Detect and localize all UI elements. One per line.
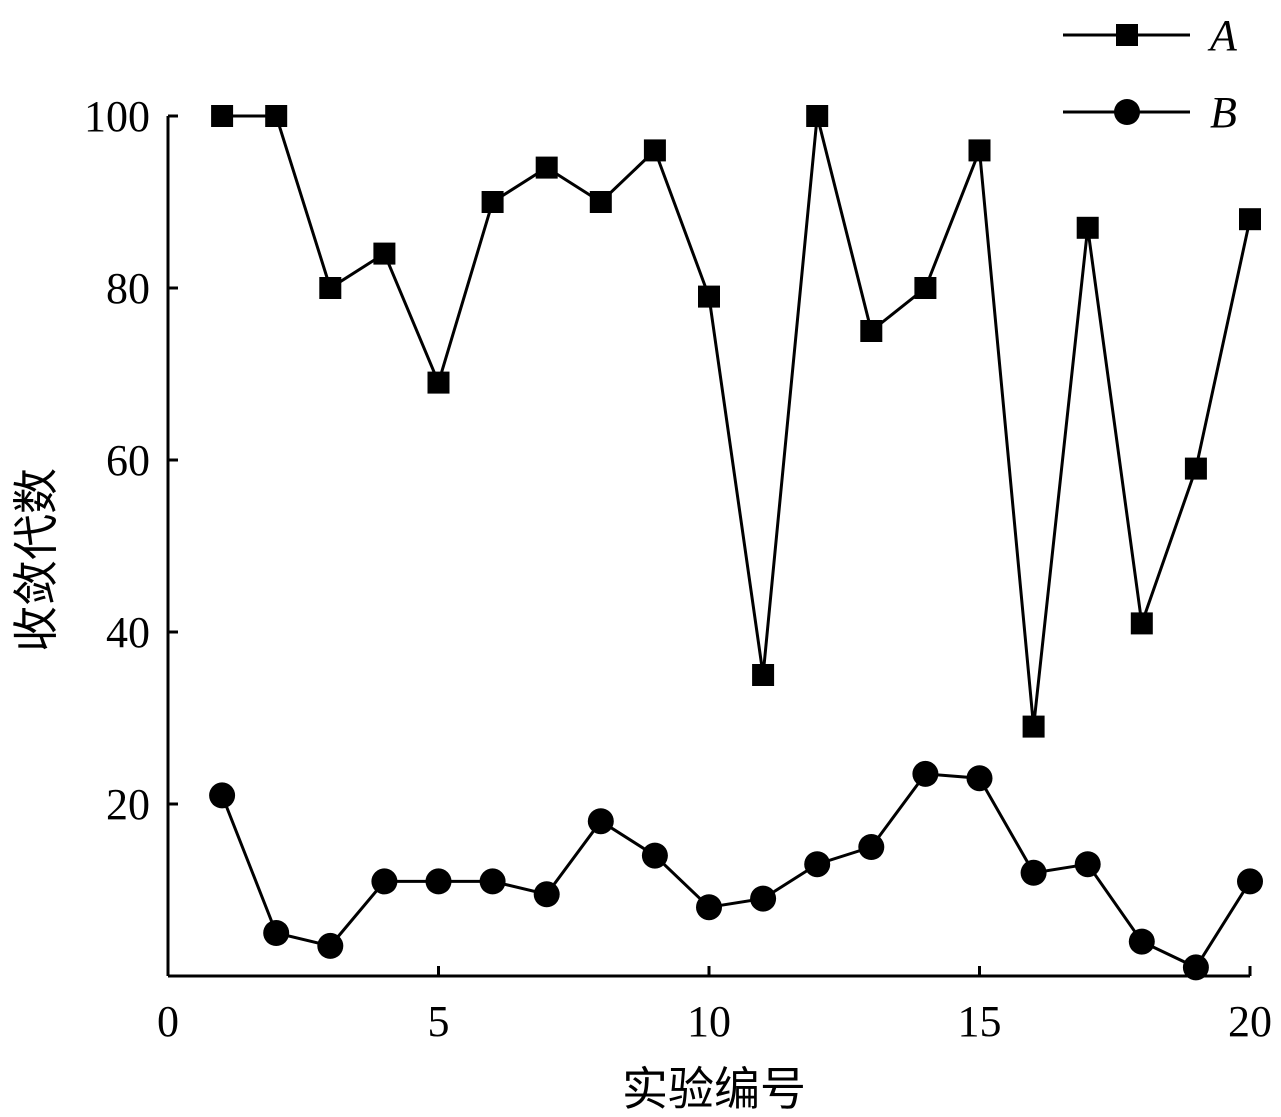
data-point-B <box>1074 851 1101 878</box>
x-axis-label: 实验编号 <box>622 1062 806 1116</box>
data-point-B <box>263 920 290 946</box>
data-point-A <box>914 277 937 299</box>
data-point-B <box>479 868 506 895</box>
y-tick-label: 80 <box>106 264 150 313</box>
data-point-A <box>1022 715 1045 738</box>
data-point-B <box>966 765 993 792</box>
data-point-A <box>319 277 342 299</box>
data-point-A <box>265 105 288 127</box>
data-point-B <box>750 885 777 912</box>
x-tick-label: 0 <box>157 997 179 1046</box>
data-point-B <box>533 881 560 908</box>
data-point-B <box>696 894 722 921</box>
data-point-A <box>373 242 396 265</box>
series-group <box>209 105 1263 981</box>
y-tick-label: 100 <box>84 92 150 141</box>
data-point-B <box>209 782 236 809</box>
data-point-B <box>641 842 668 869</box>
data-point-B <box>317 932 344 959</box>
data-point-A <box>481 191 504 213</box>
data-point-B <box>1182 954 1209 981</box>
legend-label: B <box>1210 88 1237 137</box>
data-point-A <box>806 105 829 127</box>
series-B <box>209 760 1263 981</box>
data-point-B <box>371 868 398 895</box>
data-point-A <box>1130 612 1153 635</box>
y-tick-label: 40 <box>106 608 150 657</box>
data-point-A <box>211 105 234 127</box>
x-tick-label: 5 <box>428 997 450 1046</box>
data-point-B <box>804 851 831 878</box>
legend: AB <box>1063 11 1238 137</box>
data-point-A <box>860 320 883 342</box>
data-point-B <box>858 834 885 860</box>
legend-label: A <box>1207 11 1238 60</box>
legend-marker <box>1114 99 1140 125</box>
data-point-A <box>968 139 991 162</box>
x-tick-label: 15 <box>958 997 1002 1046</box>
data-point-A <box>643 139 666 162</box>
data-point-B <box>1128 928 1155 955</box>
y-tick-label: 20 <box>106 780 150 829</box>
data-point-A <box>1184 457 1207 480</box>
data-point-A <box>589 191 612 213</box>
data-point-A <box>427 371 450 394</box>
data-point-B <box>1020 859 1047 886</box>
data-point-A <box>1076 216 1099 239</box>
series-line-A <box>222 114 1252 727</box>
data-point-A <box>698 285 720 308</box>
y-axis-label: 收敛代数 <box>9 468 63 652</box>
data-point-A <box>752 664 775 686</box>
data-point-A <box>535 156 558 179</box>
data-point-B <box>912 760 939 787</box>
data-point-B <box>587 808 614 835</box>
axes <box>166 114 1252 978</box>
data-point-A <box>1239 208 1261 231</box>
legend-item-B: B <box>1063 88 1237 137</box>
x-tick-label: 10 <box>687 997 731 1046</box>
legend-item-A: A <box>1063 11 1238 60</box>
data-point-B <box>1237 868 1263 895</box>
y-tick-label: 60 <box>106 436 150 485</box>
series-A <box>211 105 1261 738</box>
x-tick-label: 20 <box>1228 997 1272 1046</box>
legend-marker <box>1116 24 1138 46</box>
data-point-B <box>425 868 452 895</box>
tick-labels: 0 5 10 15 20 20 40 60 80 100 <box>84 92 1272 1046</box>
